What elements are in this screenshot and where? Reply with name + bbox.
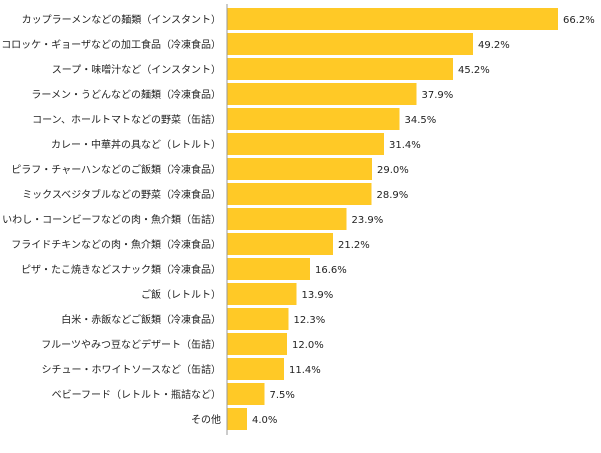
category-label: ラーメン・うどんなどの麺類（冷凍食品） xyxy=(31,88,221,101)
value-label: 45.2% xyxy=(458,65,490,76)
value-label: 34.5% xyxy=(405,115,437,126)
value-labels-group: 66.2% 49.2% 45.2% 37.9% 34.5% 31.4% 29.0% 28.9%… xyxy=(252,15,595,426)
value-label: 4.0% xyxy=(252,415,277,426)
category-label: フルーツやみつ豆などデザート（缶詰） xyxy=(41,338,221,351)
category-label: ご飯（レトルト） xyxy=(141,288,221,301)
value-label: 21.2% xyxy=(338,240,370,251)
category-label: ピザ・たこ焼きなどスナック類（冷凍食品） xyxy=(21,263,221,276)
category-label: いわし・コーンビーフなどの肉・魚介類（缶詰） xyxy=(2,213,221,226)
bar xyxy=(227,283,297,305)
category-label: ベビーフード（レトルト・瓶詰など） xyxy=(52,388,221,401)
bar xyxy=(227,408,247,430)
bar xyxy=(227,258,310,280)
bar xyxy=(227,133,384,155)
bar xyxy=(227,183,372,205)
category-label: 白米・赤飯などご飯類（冷凍食品） xyxy=(61,313,221,326)
value-label: 13.9% xyxy=(302,290,334,301)
bar xyxy=(227,308,289,330)
bar xyxy=(227,8,558,30)
category-label: カレー・中華丼の具など（レトルト） xyxy=(51,138,221,151)
value-label: 49.2% xyxy=(478,40,510,51)
bar xyxy=(227,208,347,230)
bar xyxy=(227,158,372,180)
bar xyxy=(227,358,284,380)
category-label: スープ・味噌汁など（インスタント） xyxy=(52,63,221,76)
category-label: カップラーメンなどの麺類（インスタント） xyxy=(22,13,221,26)
value-label: 37.9% xyxy=(422,90,454,101)
category-label: その他 xyxy=(191,413,221,426)
value-label: 23.9% xyxy=(352,215,384,226)
category-label: コーン、ホールトマトなどの野菜（缶詰） xyxy=(32,113,221,126)
value-label: 28.9% xyxy=(377,190,409,201)
value-label: 7.5% xyxy=(270,390,295,401)
value-label: 29.0% xyxy=(377,165,409,176)
value-label: 11.4% xyxy=(289,365,321,376)
value-label: 66.2% xyxy=(563,15,595,26)
category-label: ミックスベジタブルなどの野菜（冷凍食品） xyxy=(22,188,221,201)
bar xyxy=(227,233,333,255)
bars-group xyxy=(227,8,558,430)
value-label: 12.3% xyxy=(294,315,326,326)
category-labels-group: カップラーメンなどの麺類（インスタント） コロッケ・ギョーザなどの加工食品（冷凍食… xyxy=(1,13,221,426)
bar xyxy=(227,333,287,355)
bar xyxy=(227,83,417,105)
category-label: ピラフ・チャーハンなどのご飯類（冷凍食品） xyxy=(11,163,221,176)
category-label: コロッケ・ギョーザなどの加工食品（冷凍食品） xyxy=(1,38,221,51)
value-label: 12.0% xyxy=(292,340,324,351)
bar xyxy=(227,33,473,55)
category-label: フライドチキンなどの肉・魚介類（冷凍食品） xyxy=(11,238,221,251)
value-label: 16.6% xyxy=(315,265,347,276)
value-label: 31.4% xyxy=(389,140,421,151)
bar xyxy=(227,58,453,80)
bar xyxy=(227,108,400,130)
category-label: シチュー・ホワイトソースなど（缶詰） xyxy=(42,363,222,376)
bar xyxy=(227,383,265,405)
